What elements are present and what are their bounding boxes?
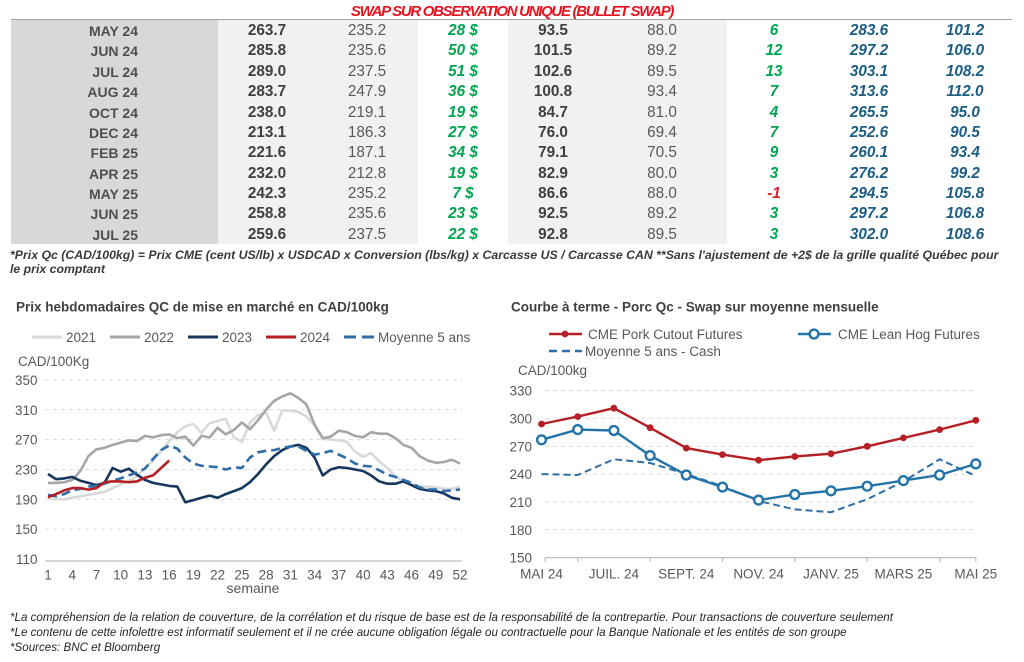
svg-text:52: 52 xyxy=(452,568,467,583)
svg-text:330: 330 xyxy=(509,384,532,399)
svg-text:19: 19 xyxy=(186,568,201,583)
svg-text:CAD/100kg: CAD/100kg xyxy=(518,363,587,378)
svg-text:MAI 24: MAI 24 xyxy=(520,567,563,582)
svg-text:2023: 2023 xyxy=(222,330,252,345)
svg-text:semaine: semaine xyxy=(227,580,280,596)
svg-text:180: 180 xyxy=(509,523,532,538)
svg-text:Courbe à terme - Porc Qc - Swa: Courbe à terme - Porc Qc - Swap sur moye… xyxy=(511,300,879,315)
svg-text:37: 37 xyxy=(331,568,346,583)
svg-text:JUIL. 24: JUIL. 24 xyxy=(589,567,640,582)
svg-text:1: 1 xyxy=(44,568,52,583)
svg-text:210: 210 xyxy=(509,495,532,510)
svg-text:JANV. 25: JANV. 25 xyxy=(803,567,859,582)
svg-text:4: 4 xyxy=(68,568,76,583)
svg-text:300: 300 xyxy=(509,411,532,426)
svg-text:MARS 25: MARS 25 xyxy=(875,567,933,582)
svg-text:CME Lean Hog Futures: CME Lean Hog Futures xyxy=(838,327,980,342)
svg-text:22: 22 xyxy=(210,568,225,583)
svg-text:150: 150 xyxy=(509,551,532,566)
svg-text:13: 13 xyxy=(137,568,152,583)
svg-text:310: 310 xyxy=(15,403,38,418)
svg-text:230: 230 xyxy=(15,463,38,478)
svg-text:Moyenne 5 ans: Moyenne 5 ans xyxy=(378,330,471,345)
svg-text:Moyenne 5 ans - Cash: Moyenne 5 ans - Cash xyxy=(585,344,721,359)
svg-text:16: 16 xyxy=(162,568,177,583)
svg-text:25: 25 xyxy=(234,568,249,583)
svg-text:190: 190 xyxy=(15,492,38,507)
svg-text:28: 28 xyxy=(259,568,274,583)
svg-text:43: 43 xyxy=(380,568,395,583)
svg-text:350: 350 xyxy=(15,373,38,388)
svg-text:2021: 2021 xyxy=(66,330,96,345)
svg-text:Prix hebdomadaires QC de mise: Prix hebdomadaires QC de mise en marché … xyxy=(16,300,389,315)
svg-text:CME Pork Cutout Futures: CME Pork Cutout Futures xyxy=(588,327,743,342)
svg-text:7: 7 xyxy=(93,568,101,583)
svg-text:34: 34 xyxy=(307,568,323,583)
svg-text:150: 150 xyxy=(15,522,38,537)
svg-text:270: 270 xyxy=(15,433,38,448)
svg-text:NOV. 24: NOV. 24 xyxy=(733,567,784,582)
svg-text:CAD/100Kg: CAD/100Kg xyxy=(18,354,89,369)
svg-text:2024: 2024 xyxy=(300,330,331,345)
svg-text:46: 46 xyxy=(404,568,419,583)
svg-text:SEPT. 24: SEPT. 24 xyxy=(658,567,715,582)
svg-text:110: 110 xyxy=(16,552,38,567)
svg-text:40: 40 xyxy=(356,568,371,583)
svg-text:49: 49 xyxy=(428,568,443,583)
svg-text:2022: 2022 xyxy=(144,330,174,345)
svg-text:31: 31 xyxy=(283,568,298,583)
svg-text:270: 270 xyxy=(509,439,532,454)
svg-text:10: 10 xyxy=(113,568,128,583)
svg-text:MAI 25: MAI 25 xyxy=(954,567,997,582)
svg-text:240: 240 xyxy=(509,467,532,482)
